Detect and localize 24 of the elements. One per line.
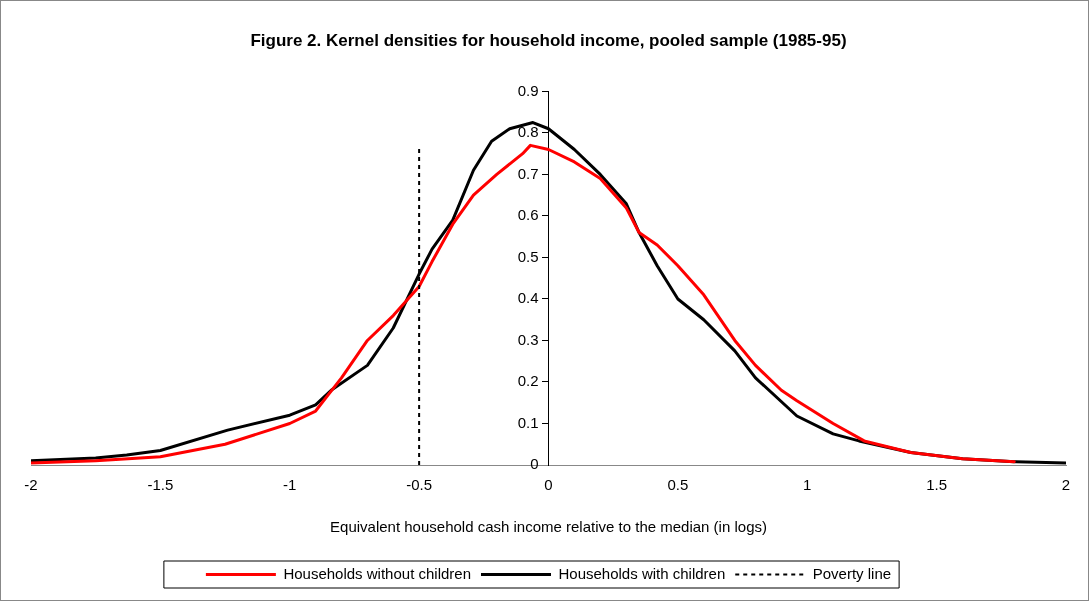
y-tick-label: 0.9 [517, 81, 539, 99]
y-tick-label: 0 [530, 455, 539, 473]
y-tick-label: 0.2 [517, 372, 539, 390]
y-tick-label: 0.6 [517, 206, 539, 224]
y-tick-label: 0.8 [517, 123, 539, 141]
x-tick-label: 0 [544, 476, 553, 494]
x-tick-label: 1.5 [926, 476, 948, 494]
legend-label: Households with children [558, 564, 726, 582]
y-tick-label: 0.1 [517, 413, 539, 431]
x-axis-title: Equivalent household cash income relative to the median (in logs) [330, 518, 767, 536]
y-tick-label: 0.4 [517, 289, 539, 307]
chart-title: Figure 2. Kernel densities for household income, pooled sample (1985-95) [250, 30, 847, 50]
y-tick-label: 0.3 [517, 330, 539, 348]
x-tick-label: -1 [283, 476, 297, 494]
x-tick-label: 1 [803, 476, 812, 494]
y-tick-label: 0.7 [517, 164, 539, 182]
legend-label: Households without children [283, 564, 472, 582]
x-tick-label: -2 [24, 476, 38, 494]
x-tick-label: 2 [1061, 476, 1071, 494]
x-tick-label: -0.5 [406, 476, 433, 494]
y-tick-label: 0.5 [517, 247, 539, 265]
x-tick-label: 0.5 [667, 476, 689, 494]
x-tick-label: -1.5 [147, 476, 174, 494]
legend-label: Poverty line [812, 564, 892, 582]
